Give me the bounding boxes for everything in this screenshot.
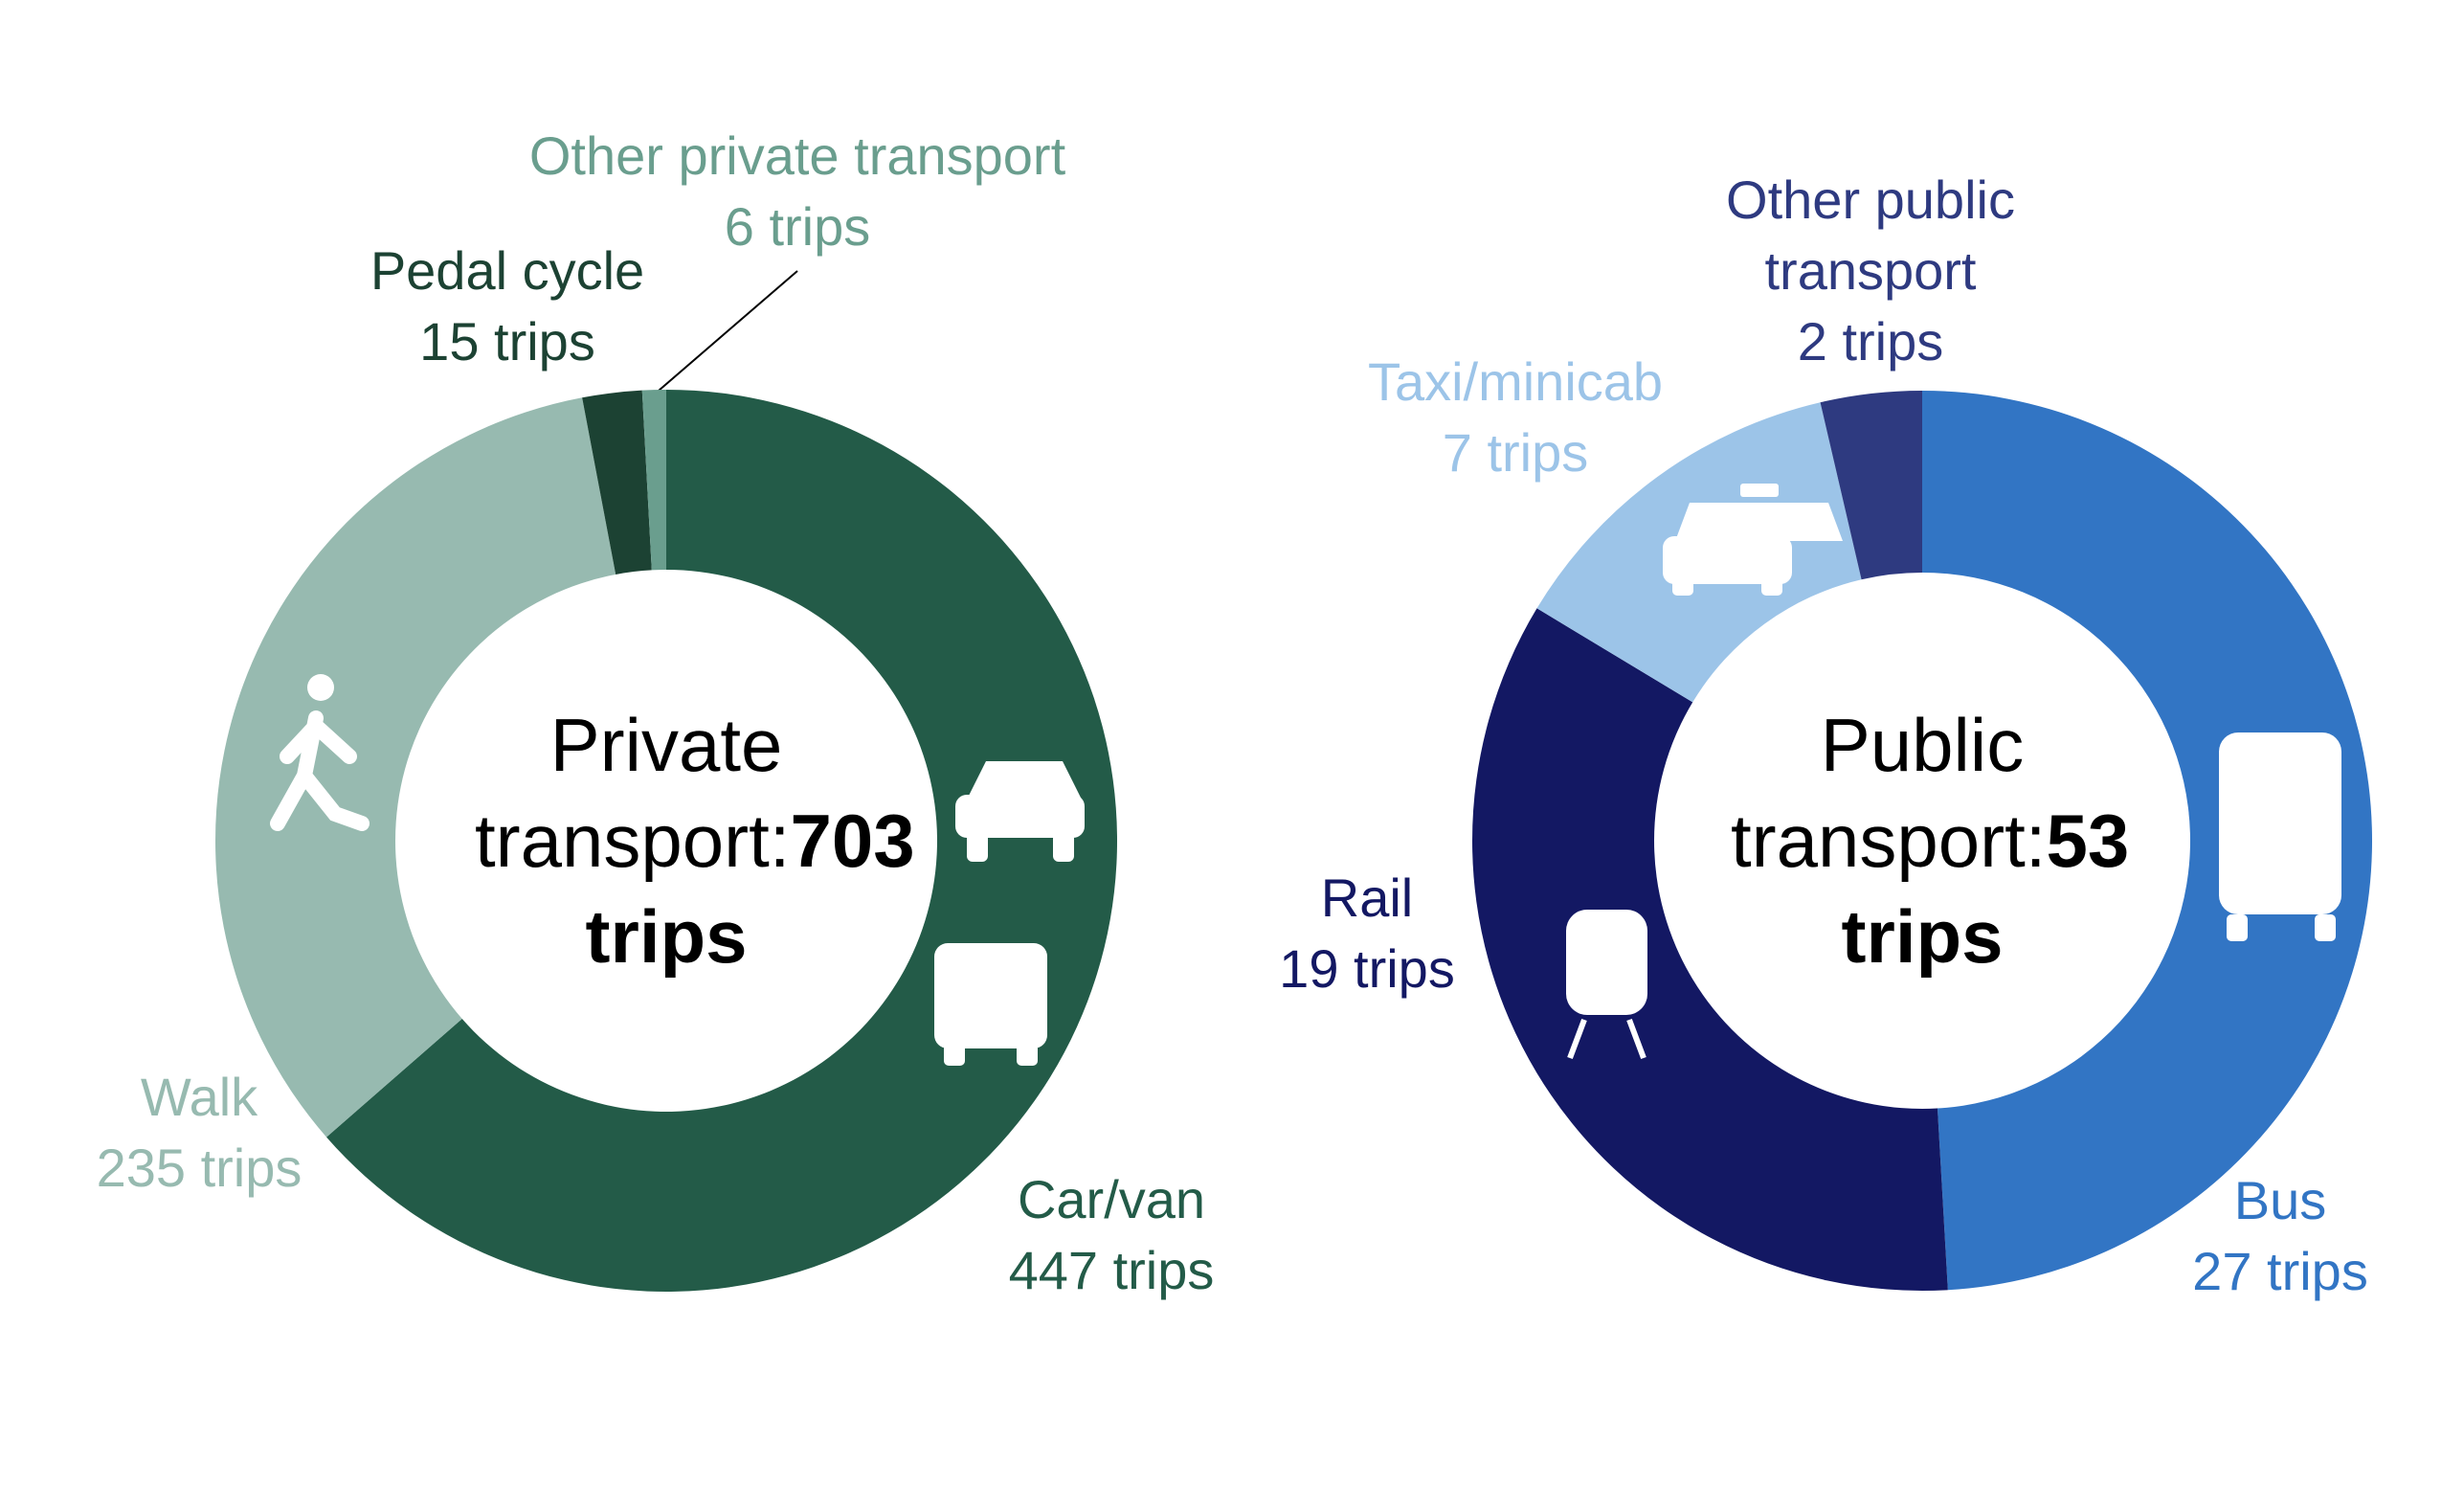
bus-icon <box>2219 732 2341 941</box>
walk-icon <box>270 674 370 831</box>
train-icon <box>1566 910 1647 1060</box>
slice-label: Walk 235 trips <box>56 1062 343 1204</box>
leader-line <box>658 270 798 392</box>
donut-slice <box>641 390 666 571</box>
value-label: 447 trips <box>1008 1240 1215 1300</box>
slice-label: Taxi/minicab 7 trips <box>1324 347 1707 488</box>
icons <box>270 484 2341 1066</box>
category-label: Bus <box>2233 1170 2327 1230</box>
category-label: Other public transport <box>1726 169 2015 301</box>
donut-slice <box>326 390 1117 1293</box>
value-label: 7 trips <box>1442 422 1589 483</box>
center-total: 703 trips <box>585 799 915 979</box>
value-label: 15 trips <box>419 311 595 372</box>
category-label: Walk <box>140 1067 258 1127</box>
bus-icon <box>934 943 1047 1066</box>
donut-slice <box>1472 608 1948 1291</box>
car-icon <box>955 761 1085 862</box>
donut-slice <box>1820 391 1922 580</box>
center-title: Public transport: <box>1731 703 2047 883</box>
value-label: 6 trips <box>724 196 871 257</box>
value-label: 2 trips <box>1797 311 1944 372</box>
value-label: 19 trips <box>1279 938 1455 999</box>
category-label: Taxi/minicab <box>1367 351 1664 412</box>
value-label: 235 trips <box>96 1138 302 1198</box>
center-title: Private transport: <box>475 703 791 883</box>
center-label: Private transport:703 trips <box>475 697 915 984</box>
category-label: Other private transport <box>528 125 1066 186</box>
slice-label: Other private transport 6 trips <box>462 121 1132 262</box>
category-label: Rail <box>1320 867 1414 928</box>
taxi-icon <box>1663 484 1843 596</box>
center-total: 53 trips <box>1841 799 2130 979</box>
value-label: 27 trips <box>2192 1241 2368 1301</box>
donut-slice <box>582 390 652 575</box>
donut-slice <box>1922 391 2372 1291</box>
slice-label: Car/van 447 trips <box>968 1164 1255 1306</box>
donut-slice <box>215 397 616 1138</box>
slice-label: Other public transport 2 trips <box>1698 165 2043 377</box>
slice-label: Pedal cycle 15 trips <box>335 236 680 377</box>
category-label: Car/van <box>1017 1169 1206 1229</box>
center-label: Public transport:53 trips <box>1731 697 2129 984</box>
slice-label: Rail 19 trips <box>1223 863 1511 1004</box>
slice-label: Bus 27 trips <box>2137 1165 2424 1307</box>
category-label: Pedal cycle <box>370 240 645 301</box>
